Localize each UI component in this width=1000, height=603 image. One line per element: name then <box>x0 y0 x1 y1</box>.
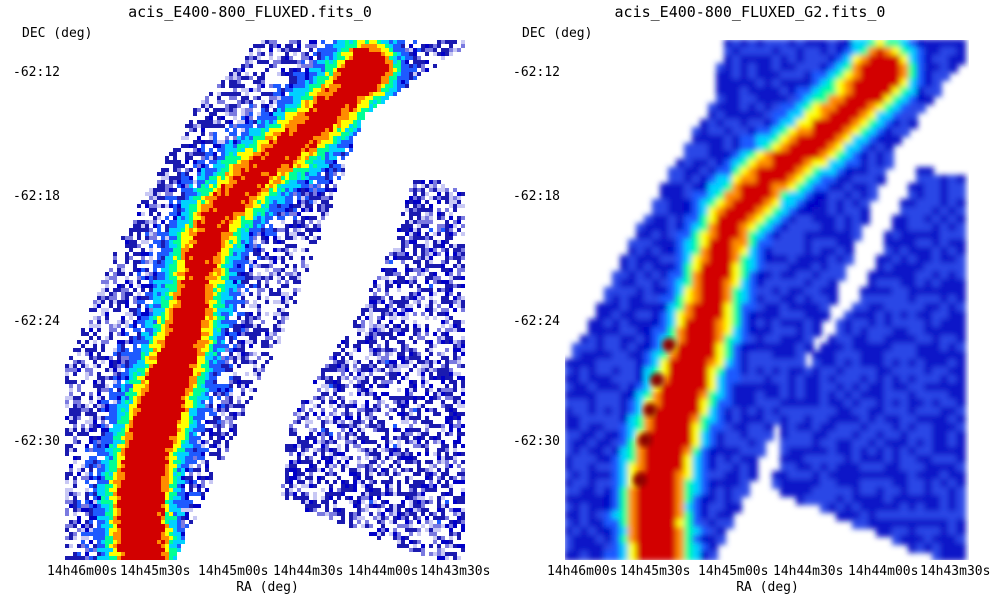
x-tick-label: 14h46m00s <box>47 564 118 579</box>
y-tick-label: -62:12 <box>13 65 60 80</box>
image-plot-area[interactable] <box>565 40 969 560</box>
y-tick-label: -62:18 <box>13 189 60 204</box>
x-axis-label: RA (deg) <box>236 580 299 595</box>
bright-knot <box>662 338 676 352</box>
x-tick-label: 14h44m30s <box>773 564 844 579</box>
y-tick-label: -62:24 <box>13 314 60 329</box>
x-axis-label: RA (deg) <box>736 580 799 595</box>
fits-image <box>65 40 465 560</box>
x-tick-label: 14h43m30s <box>420 564 491 579</box>
image-smoothed <box>565 40 966 560</box>
y-tick-label: -62:30 <box>13 434 60 449</box>
x-tick-label: 14h45m00s <box>198 564 269 579</box>
image-panel-raw: acis_E400-800_FLUXED.fits_0 DEC (deg) -6… <box>13 3 491 595</box>
bright-knot <box>650 373 664 387</box>
x-tick-label: 14h44m00s <box>848 564 919 579</box>
bright-knot <box>638 433 652 447</box>
x-tick-label: 14h46m00s <box>547 564 618 579</box>
x-tick-label: 14h43m30s <box>920 564 991 579</box>
x-tick-label: 14h44m00s <box>348 564 419 579</box>
y-axis-label: DEC (deg) <box>522 26 593 41</box>
y-tick-label: -62:18 <box>513 189 560 204</box>
y-axis-label: DEC (deg) <box>22 26 93 41</box>
x-tick-label: 14h45m30s <box>620 564 691 579</box>
panel-title: acis_E400-800_FLUXED.fits_0 <box>128 3 372 21</box>
fits-image <box>565 40 966 560</box>
image-panel-smoothed: acis_E400-800_FLUXED_G2.fits_0 DEC (deg)… <box>500 0 1000 603</box>
y-tick-label: -62:24 <box>513 314 560 329</box>
image-pixels <box>65 40 465 560</box>
image-plot-area[interactable] <box>65 40 469 560</box>
x-tick-label: 14h45m00s <box>698 564 769 579</box>
bright-knot <box>633 473 647 487</box>
bright-knot <box>643 403 657 417</box>
y-tick-label: -62:12 <box>513 65 560 80</box>
y-tick-label: -62:30 <box>513 434 560 449</box>
x-tick-label: 14h45m30s <box>120 564 191 579</box>
x-tick-label: 14h44m30s <box>273 564 344 579</box>
panel-title: acis_E400-800_FLUXED_G2.fits_0 <box>614 3 886 21</box>
